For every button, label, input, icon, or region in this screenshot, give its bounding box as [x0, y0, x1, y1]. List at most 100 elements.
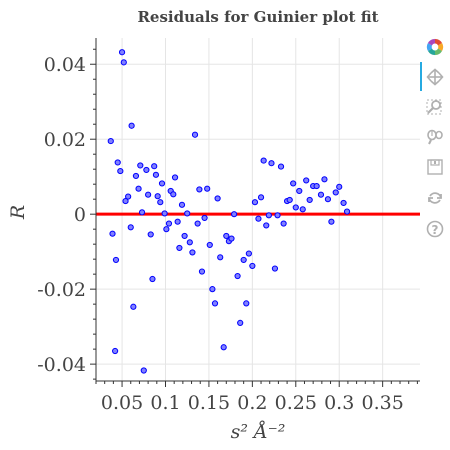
x-tick-label: 0.05	[101, 392, 143, 414]
data-point	[206, 241, 213, 249]
x-tick-label: 0.15	[188, 392, 230, 414]
reset-icon[interactable]	[428, 192, 442, 204]
data-point	[255, 215, 262, 222]
data-point	[165, 220, 173, 227]
y-tick-label: 0	[74, 204, 86, 226]
data-point	[128, 122, 135, 129]
data-point	[117, 167, 124, 175]
data-point	[174, 218, 181, 225]
data-point	[286, 196, 293, 204]
data-point	[184, 210, 191, 217]
save-icon[interactable]	[427, 159, 443, 175]
data-point	[299, 206, 306, 213]
data-point	[277, 163, 285, 170]
data-point	[332, 189, 339, 196]
data-point	[237, 319, 244, 326]
x-tick-label: 0.3	[324, 392, 354, 414]
data-point	[170, 191, 177, 198]
data-point	[161, 210, 168, 217]
wheel-zoom-icon[interactable]	[427, 129, 443, 145]
data-point	[158, 180, 166, 187]
data-point	[223, 232, 230, 240]
data-point	[181, 232, 188, 240]
data-point	[343, 208, 351, 215]
pan-icon[interactable]	[426, 68, 444, 86]
data-point	[127, 224, 134, 231]
data-point	[204, 185, 211, 192]
data-point	[211, 300, 219, 307]
y-tick-label: 0.02	[44, 129, 86, 151]
data-point	[120, 59, 127, 66]
data-point	[290, 180, 297, 187]
x-tick-label: 0.35	[361, 392, 403, 414]
data-point	[130, 303, 137, 310]
svg-text:?: ?	[432, 223, 439, 237]
data-point	[336, 183, 343, 190]
x-tick-label: 0.2	[237, 392, 267, 414]
data-point	[194, 220, 201, 227]
y-axis-ticks: -0.04 -0.02 0 0.02 0.04	[37, 48, 96, 380]
data-point	[112, 256, 120, 264]
data-point	[178, 201, 186, 208]
data-point	[234, 272, 241, 280]
data-point	[157, 199, 164, 206]
data-point	[220, 344, 227, 351]
data-point	[228, 235, 235, 242]
data-point	[135, 185, 142, 192]
x-axis-ticks: 0.05 0.1 0.15 0.2 0.25 0.3 0.35	[95, 381, 418, 414]
data-point	[189, 249, 196, 256]
data-point	[257, 194, 265, 201]
scatter-points	[107, 49, 351, 374]
data-point	[145, 191, 152, 198]
data-point	[152, 171, 160, 178]
data-point	[217, 254, 224, 261]
data-point	[171, 174, 179, 181]
data-point	[140, 367, 147, 374]
data-point	[214, 195, 221, 202]
data-point	[209, 286, 216, 293]
data-point	[163, 226, 170, 233]
data-point	[114, 159, 121, 166]
data-point	[303, 177, 310, 184]
data-point	[125, 193, 132, 200]
data-point	[324, 196, 332, 203]
data-point	[321, 176, 328, 183]
data-point	[122, 197, 129, 205]
data-point	[306, 196, 313, 204]
data-point	[151, 163, 158, 170]
toolbar: ?	[420, 38, 444, 238]
data-point	[328, 218, 335, 225]
data-point	[274, 212, 281, 219]
data-point	[263, 222, 270, 229]
chart-title: Residuals for Guinier plot fit	[137, 8, 378, 26]
data-point	[154, 193, 161, 200]
data-point	[112, 347, 119, 355]
data-point	[198, 268, 206, 275]
y-tick-label: 0.04	[44, 54, 86, 76]
data-point	[196, 186, 203, 193]
bokeh-logo-icon[interactable]	[426, 38, 444, 56]
data-point	[147, 231, 154, 238]
data-point	[132, 172, 140, 180]
data-point	[143, 166, 150, 174]
data-point	[186, 239, 193, 246]
data-point	[271, 265, 279, 272]
box-zoom-icon[interactable]	[426, 99, 442, 115]
data-point	[107, 137, 114, 145]
data-point	[118, 49, 126, 56]
data-point	[313, 182, 320, 190]
grid	[96, 38, 420, 381]
y-axis-label: R	[7, 205, 29, 220]
data-point	[296, 187, 303, 195]
help-icon[interactable]: ?	[426, 220, 444, 238]
data-point	[176, 244, 183, 252]
data-point	[340, 199, 347, 207]
data-point	[280, 220, 287, 227]
data-point	[149, 275, 156, 283]
y-tick-label: -0.02	[37, 279, 86, 301]
data-point	[191, 131, 199, 138]
data-point	[201, 214, 208, 222]
x-tick-label: 0.1	[150, 392, 180, 414]
data-point	[251, 199, 259, 206]
